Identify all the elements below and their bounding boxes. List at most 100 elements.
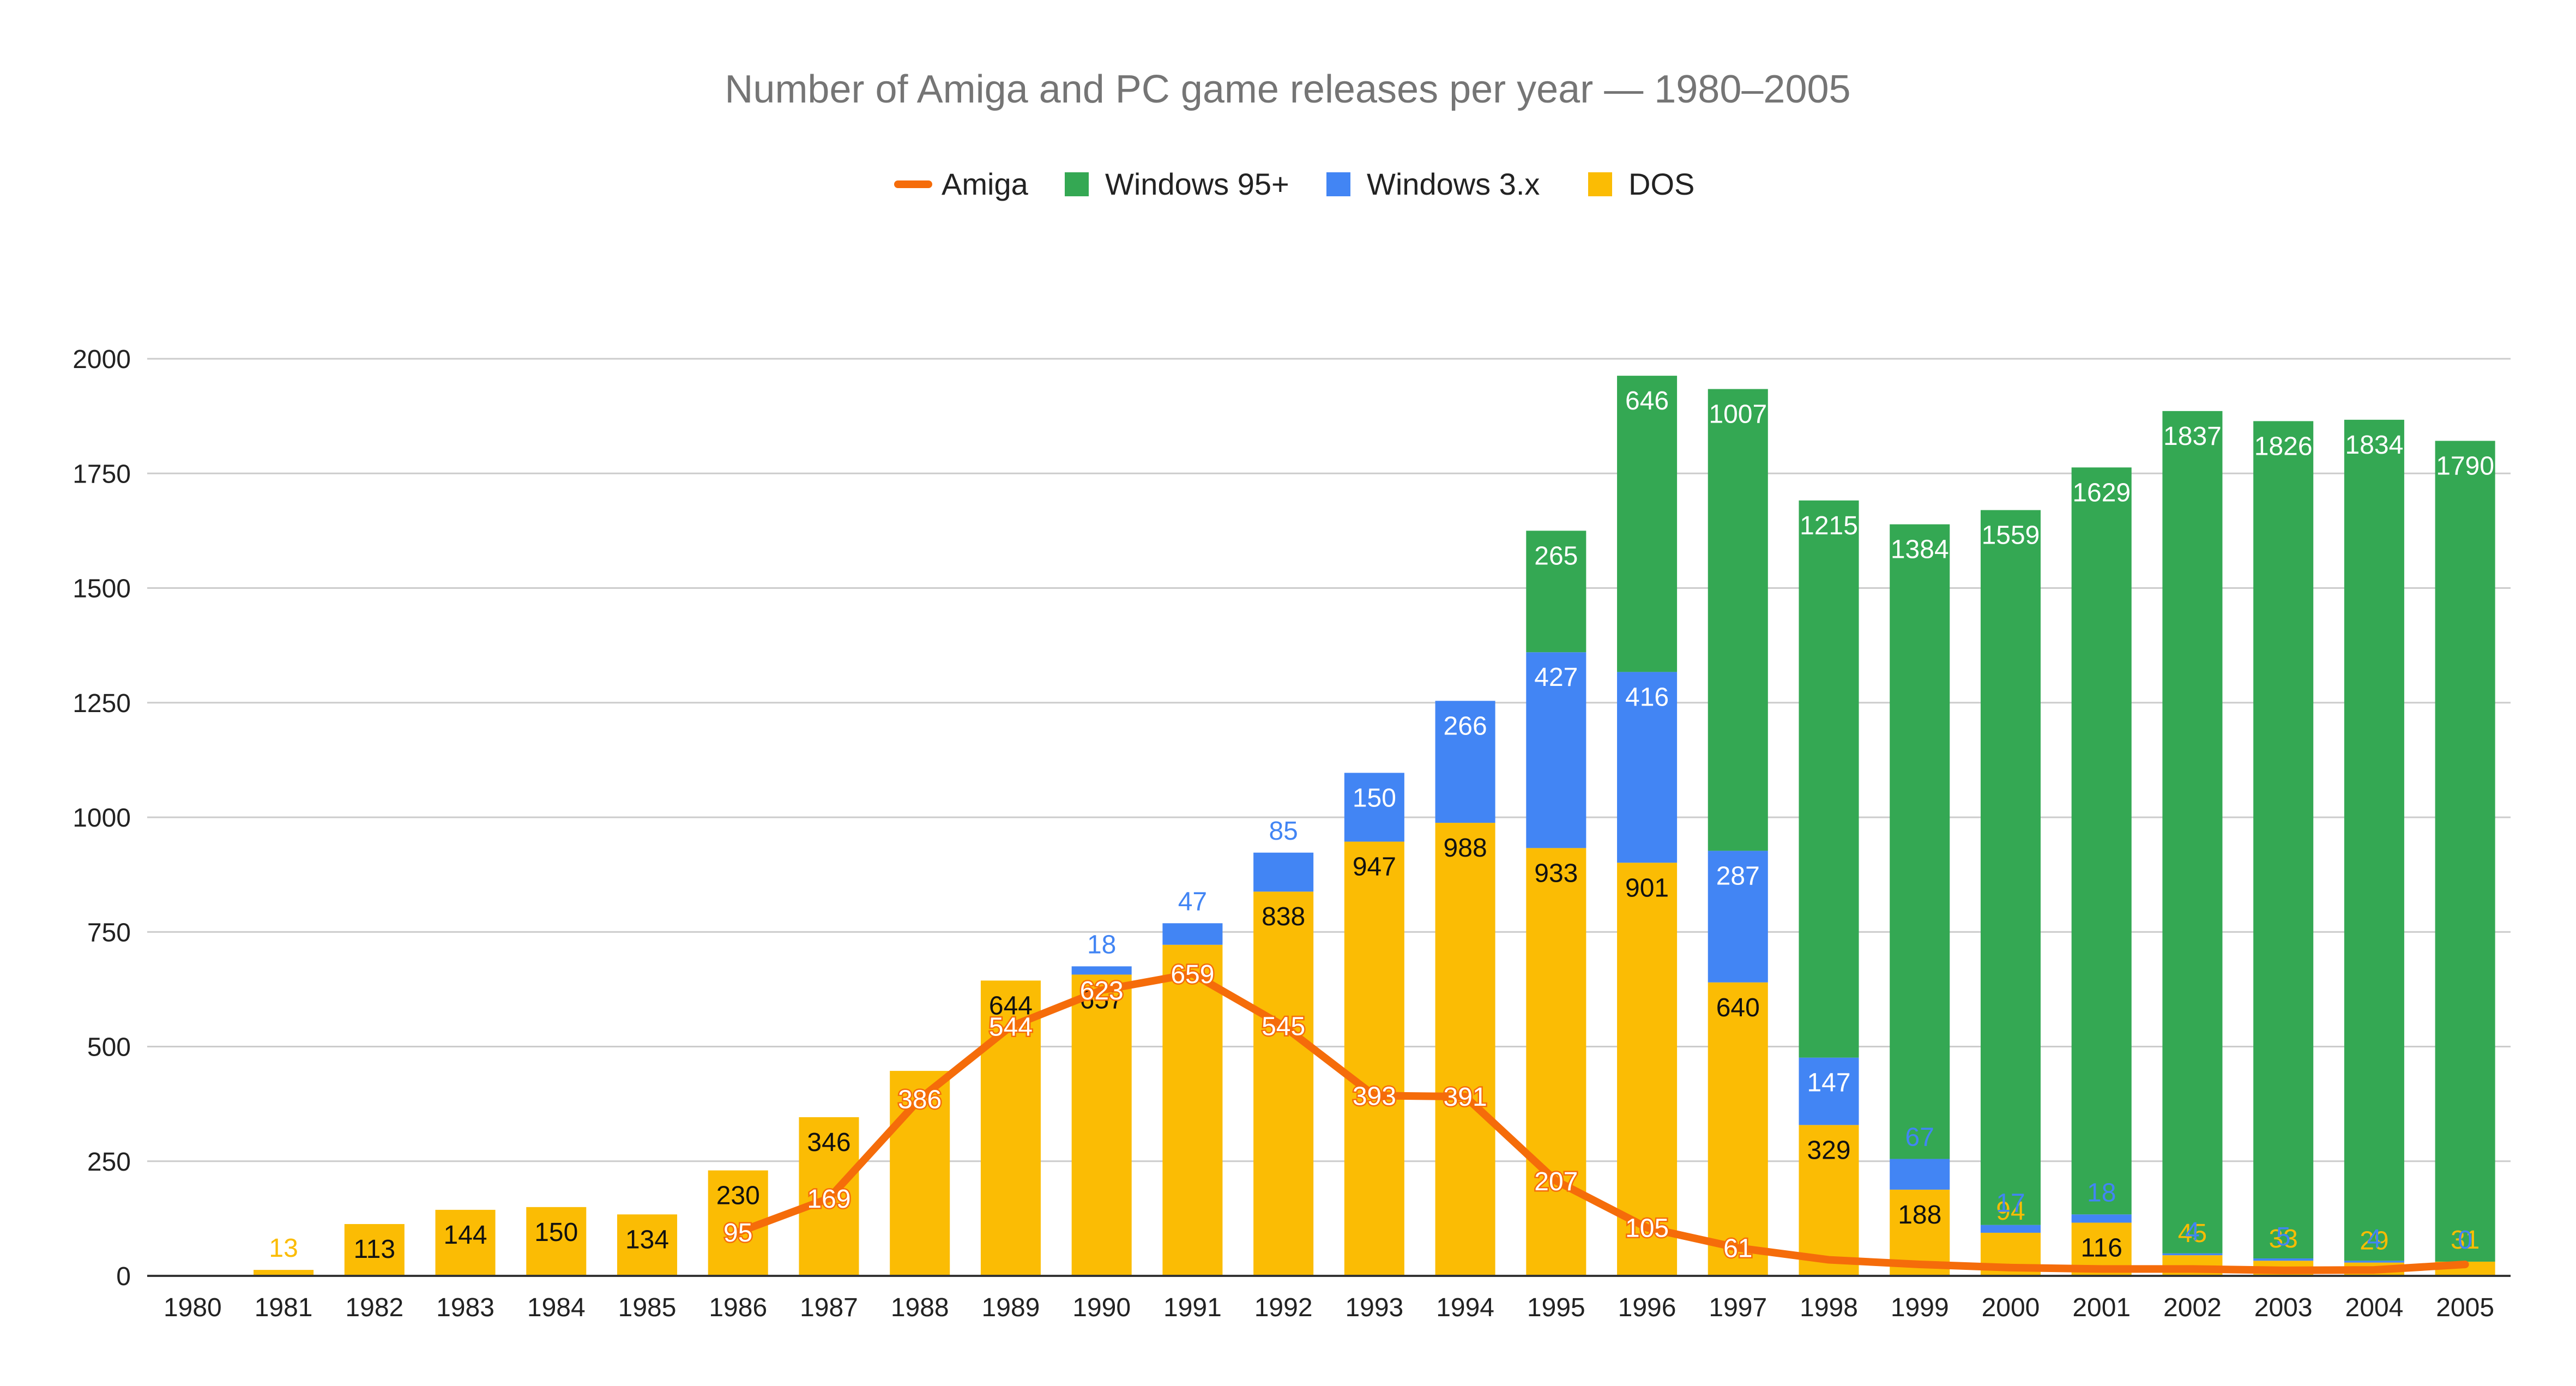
- bar-label-dos-1984: 150: [534, 1218, 578, 1247]
- bar-label-dos-2004: 29: [2360, 1227, 2388, 1256]
- bar-label-windows-95--2003: 1826: [2254, 432, 2313, 461]
- bar-windows-3-x-2000: [1980, 1225, 2041, 1233]
- x-tick-label: 1999: [1891, 1293, 1949, 1322]
- bar-label-dos-2000: 94: [1996, 1197, 2025, 1226]
- legend-label-windows-3-x: Windows 3.x: [1367, 167, 1540, 201]
- y-tick-label: 500: [87, 1033, 131, 1062]
- bar-windows-95--2000: [1980, 510, 2041, 1225]
- legend-label-dos: DOS: [1628, 167, 1694, 201]
- bar-windows-95--2002: [2162, 411, 2223, 1254]
- line-label-amiga-1993: 393: [1353, 1082, 1396, 1111]
- bar-label-dos-1995: 933: [1534, 859, 1578, 888]
- chart-title: Number of Amiga and PC game releases per…: [725, 68, 1850, 111]
- bar-windows-3-x-2002: [2162, 1253, 2223, 1256]
- x-tick-label: 1985: [618, 1293, 677, 1322]
- line-label-amiga-1991: 659: [1171, 960, 1214, 989]
- bar-windows-3-x-1995: [1526, 652, 1586, 848]
- bar-label-dos-1989: 644: [989, 991, 1033, 1020]
- x-tick-label: 1990: [1072, 1293, 1131, 1322]
- bar-label-windows-3-x-1997: 287: [1716, 861, 1760, 890]
- x-tick-label: 2005: [2436, 1293, 2494, 1322]
- legend: Amiga Windows 95+ Windows 3.x DOS: [894, 167, 1694, 201]
- bar-dos-1991: [1162, 944, 1223, 1276]
- bar-windows-3-x-2001: [2071, 1214, 2132, 1223]
- line-label-amiga-1986: 95: [723, 1219, 752, 1248]
- x-tick-label: 2001: [2072, 1293, 2131, 1322]
- bar-dos-1984: [526, 1207, 587, 1276]
- bar-dos-1993: [1344, 841, 1404, 1276]
- line-label-amiga-1990: 623: [1080, 977, 1124, 1005]
- bar-label-dos-1999: 188: [1898, 1201, 1941, 1230]
- bar-label-windows-3-x-2004: 4: [2367, 1225, 2382, 1254]
- y-tick-label: 1500: [73, 575, 131, 604]
- bar-label-windows-3-x-2005: 0: [2458, 1226, 2472, 1255]
- bar-label-windows-3-x-1992: 85: [1269, 817, 1298, 846]
- bar-windows-95--2003: [2253, 421, 2314, 1259]
- bar-windows-3-x-1999: [1890, 1159, 1950, 1190]
- bar-label-dos-2005: 31: [2451, 1226, 2480, 1255]
- bar-label-dos-1993: 947: [1353, 853, 1396, 882]
- legend-label-windows-95-: Windows 95+: [1105, 167, 1289, 201]
- bar-label-dos-1983: 144: [444, 1221, 487, 1250]
- bar-label-windows-95--1998: 1215: [1800, 511, 1858, 540]
- bar-windows-3-x-1990: [1071, 966, 1132, 975]
- bar-label-windows-3-x-2002: 4: [2185, 1218, 2200, 1246]
- bar-windows-3-x-2003: [2253, 1258, 2314, 1261]
- line-label-amiga-1992: 545: [1262, 1013, 1305, 1041]
- bar-dos-1992: [1253, 891, 1314, 1276]
- bar-windows-3-x-1996: [1617, 672, 1678, 863]
- bar-label-windows-3-x-1994: 266: [1444, 712, 1487, 740]
- x-tick-label: 1994: [1436, 1293, 1494, 1322]
- bar-windows-95--1999: [1890, 524, 1950, 1159]
- bar-label-windows-95--2001: 1629: [2072, 478, 2131, 507]
- bar-windows-3-x-1993: [1344, 773, 1404, 842]
- x-tick-label: 1998: [1800, 1293, 1858, 1322]
- bar-dos-1988: [890, 1071, 950, 1276]
- bar-label-windows-95--2004: 1834: [2345, 431, 2404, 460]
- x-tick-label: 1992: [1254, 1293, 1313, 1322]
- bar-label-windows-95--1997: 1007: [1709, 400, 1767, 429]
- line-label-amiga-1995: 207: [1534, 1167, 1578, 1196]
- bar-dos-1990: [1071, 974, 1132, 1276]
- x-tick-label: 1996: [1618, 1293, 1676, 1322]
- bar-label-windows-3-x-1996: 416: [1625, 683, 1669, 712]
- x-tick-label: 1995: [1527, 1293, 1585, 1322]
- x-tick-label: 1989: [982, 1293, 1040, 1322]
- bar-windows-3-x-1992: [1253, 852, 1314, 892]
- y-axis-ticks: 0 250 500 750 1000 1250 1500 1750 2000: [73, 345, 131, 1291]
- line-data-labels: 95 169 386 544 623 659 545 393 391 207 105 61: [722, 959, 1754, 1264]
- x-tick-label: 2003: [2254, 1293, 2313, 1322]
- bar-label-windows-95--2002: 1837: [2163, 422, 2222, 451]
- bar-label-windows-95--1999: 1384: [1891, 535, 1949, 564]
- bar-dos-1981: [254, 1270, 314, 1276]
- bar-label-windows-3-x-1999: 67: [1905, 1123, 1934, 1152]
- bar-label-windows-3-x-1990: 18: [1087, 930, 1116, 959]
- x-tick-label: 1991: [1163, 1293, 1222, 1322]
- x-tick-label: 1988: [891, 1293, 949, 1322]
- bars: [254, 376, 2495, 1276]
- bar-label-dos-1987: 346: [807, 1128, 850, 1157]
- bar-windows-95--2004: [2344, 419, 2404, 1261]
- bar-label-dos-1985: 134: [625, 1225, 669, 1254]
- bar-label-dos-1992: 838: [1262, 902, 1305, 931]
- bar-dos-1998: [1799, 1125, 1859, 1276]
- bar-windows-3-x-2004: [2344, 1261, 2404, 1263]
- x-tick-label: 1986: [709, 1293, 767, 1322]
- legend-swatch-windows-3-x: [1326, 172, 1350, 196]
- bar-label-windows-3-x-1998: 147: [1807, 1069, 1850, 1098]
- x-tick-label: 2000: [1982, 1293, 2040, 1322]
- bar-label-dos-1982: 113: [354, 1235, 396, 1264]
- x-tick-label: 1993: [1345, 1293, 1403, 1322]
- x-tick-label: 1982: [345, 1293, 403, 1322]
- line-label-amiga-1996: 105: [1625, 1214, 1669, 1243]
- bar-windows-95--1996: [1617, 376, 1678, 672]
- bar-label-windows-3-x-2003: 5: [2276, 1222, 2291, 1251]
- x-tick-label: 1983: [436, 1293, 494, 1322]
- gridlines: [147, 358, 2511, 1162]
- y-tick-label: 1750: [73, 460, 131, 489]
- bar-label-dos-2002: 45: [2178, 1219, 2207, 1248]
- legend-swatch-dos: [1588, 172, 1612, 196]
- bar-windows-95--2001: [2071, 467, 2132, 1215]
- bar-dos-1994: [1435, 823, 1495, 1276]
- line-label-amiga-1994: 391: [1444, 1083, 1487, 1112]
